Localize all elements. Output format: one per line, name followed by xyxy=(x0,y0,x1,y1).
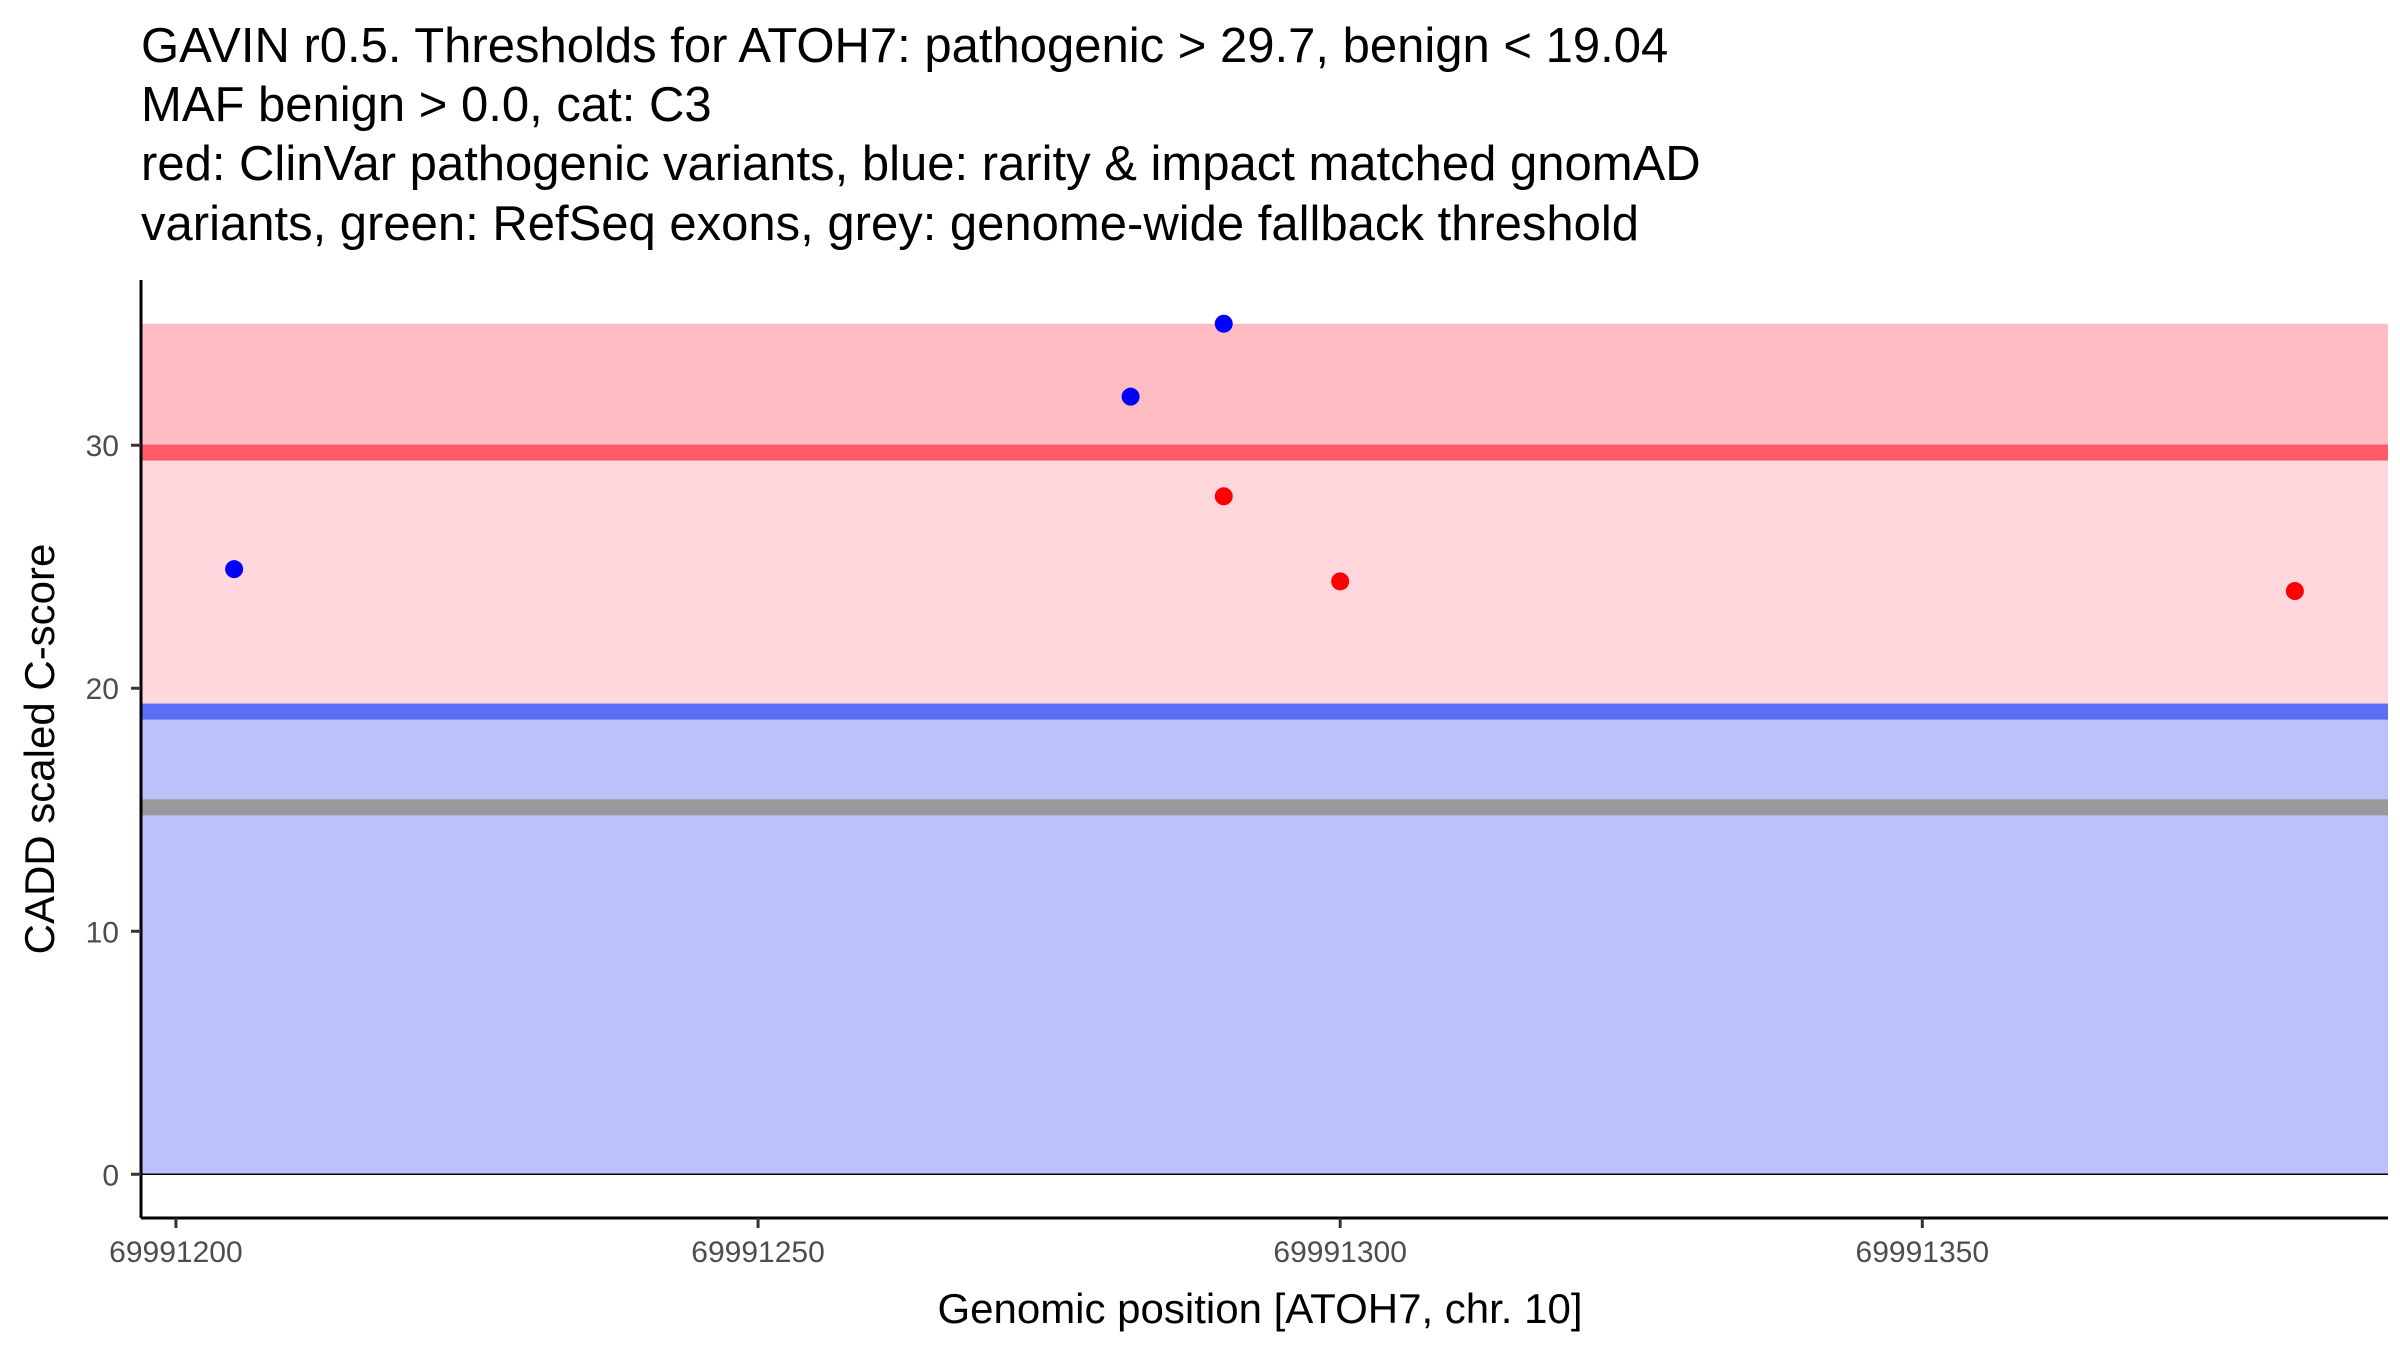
title-line-2: MAF benign > 0.0, cat: C3 xyxy=(141,78,712,132)
x-tick-label: 69991350 xyxy=(1856,1236,1989,1269)
title-line-3: red: ClinVar pathogenic variants, blue: … xyxy=(141,137,1701,191)
benign-range xyxy=(141,711,2388,1175)
x-axis-title: Genomic position [ATOH7, chr. 10] xyxy=(937,1285,1582,1332)
intermediate-range xyxy=(141,452,2388,712)
clinvar-point xyxy=(2285,582,2304,601)
gnomad-point xyxy=(1121,387,1140,406)
x-tick-label: 69991200 xyxy=(109,1236,242,1269)
clinvar-point xyxy=(1214,487,1233,506)
x-tick-label: 69991250 xyxy=(691,1236,824,1269)
pathogenic-range xyxy=(141,323,2388,453)
x-tick-label: 69991300 xyxy=(1273,1236,1406,1269)
title-line-1: GAVIN r0.5. Thresholds for ATOH7: pathog… xyxy=(141,19,1668,73)
gnomad-point xyxy=(1214,314,1233,333)
plot-area: 0 10 20 30 69991200 69991250 69991300 69991350 xyxy=(86,280,2388,1269)
gnomad-point xyxy=(225,560,244,579)
y-tick-label: 30 xyxy=(86,430,119,463)
y-axis-title: CADD scaled C-score xyxy=(16,544,63,955)
title-line-4: variants, green: RefSeq exons, grey: gen… xyxy=(141,197,1639,251)
fallback-threshold xyxy=(141,799,2388,816)
pathogenic-threshold xyxy=(141,444,2388,461)
benign-threshold xyxy=(141,703,2388,720)
clinvar-point xyxy=(1331,572,1350,591)
y-tick-label: 20 xyxy=(86,673,119,706)
y-tick-label: 0 xyxy=(102,1159,119,1192)
y-tick-label: 10 xyxy=(86,916,119,949)
chart-title: GAVIN r0.5. Thresholds for ATOH7: pathog… xyxy=(141,19,1701,251)
